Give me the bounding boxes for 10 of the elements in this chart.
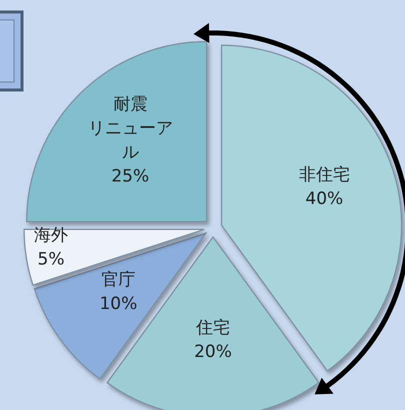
data-label: 25% (111, 166, 150, 186)
slice-label: 住宅 (195, 318, 230, 338)
slice-label: 非住宅 (298, 164, 350, 185)
slice-label: 耐震リニューアル (88, 94, 173, 162)
data-label: 40% (305, 188, 344, 209)
data-label: 20% (194, 342, 232, 362)
data-label: 5% (38, 250, 65, 270)
data-label: 10% (99, 294, 138, 314)
slice-label: 官庁 (101, 270, 136, 290)
slice-label: 海外 (34, 226, 68, 246)
